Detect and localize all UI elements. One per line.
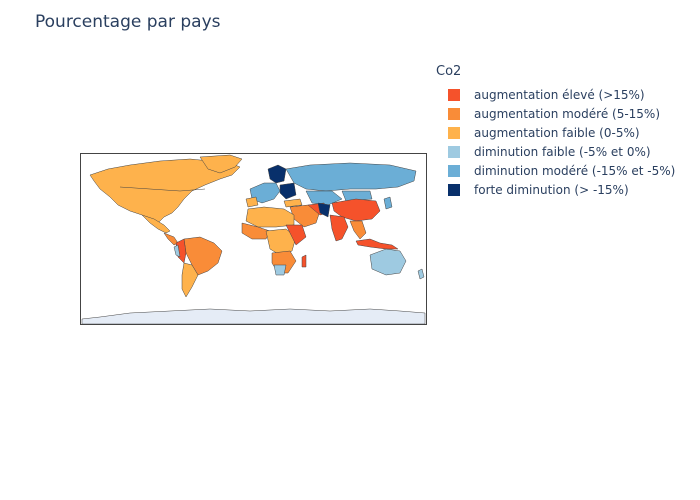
region-argentina[interactable] (181, 262, 199, 298)
region-southeast-asia[interactable] (349, 220, 367, 240)
region-east-africa[interactable] (285, 224, 307, 246)
legend-label: forte diminution (> -15%) (474, 182, 629, 197)
region-kazakhstan[interactable] (305, 190, 343, 206)
legend-label: diminution modéré (-15% et -5%) (474, 163, 676, 178)
region-central-africa[interactable] (265, 228, 297, 256)
world-map-svg[interactable] (80, 153, 427, 325)
region-mongolia[interactable] (341, 190, 373, 202)
region-brazil[interactable] (183, 236, 223, 276)
region-north-america[interactable] (89, 158, 241, 224)
region-eastern-europe[interactable] (279, 182, 297, 200)
region-australia[interactable] (369, 248, 407, 276)
region-iberia[interactable] (245, 196, 259, 208)
region-mexico[interactable] (141, 214, 171, 234)
region-canada-border (119, 186, 206, 192)
legend: Co2 augmentation élevé (>15%) augmentati… (436, 64, 686, 199)
legend-swatch (448, 88, 460, 101)
legend-label: augmentation modéré (5-15%) (474, 106, 661, 121)
legend-item-low-increase[interactable]: augmentation faible (0-5%) (448, 123, 686, 142)
region-greenland[interactable] (199, 154, 243, 174)
region-peru[interactable] (173, 244, 181, 258)
region-west-africa[interactable] (241, 222, 271, 240)
legend-label: augmentation faible (0-5%) (474, 125, 640, 140)
legend-swatch (448, 164, 460, 177)
region-india[interactable] (329, 214, 349, 242)
region-japan[interactable] (383, 196, 393, 210)
legend-swatch (448, 183, 460, 196)
legend-swatch (448, 145, 460, 158)
region-indonesia[interactable] (355, 238, 399, 250)
legend-item-moderate-increase[interactable]: augmentation modéré (5-15%) (448, 104, 686, 123)
region-turkey[interactable] (283, 198, 303, 208)
region-pakistan[interactable] (317, 202, 331, 218)
region-scandinavia[interactable] (267, 164, 287, 184)
world-map[interactable] (80, 153, 427, 325)
legend-item-moderate-decrease[interactable]: diminution modéré (-15% et -5%) (448, 161, 686, 180)
legend-swatch (448, 107, 460, 120)
region-madagascar[interactable] (301, 254, 307, 268)
legend-item-high-increase[interactable]: augmentation élevé (>15%) (448, 85, 686, 104)
legend-item-strong-decrease[interactable]: forte diminution (> -15%) (448, 180, 686, 199)
chart-title: Pourcentage par pays (35, 12, 221, 32)
legend-title: Co2 (436, 64, 462, 79)
region-russia[interactable] (285, 162, 417, 192)
region-south-africa[interactable] (273, 264, 287, 276)
legend-label: diminution faible (-5% et 0%) (474, 144, 651, 159)
legend-swatch (448, 126, 460, 139)
region-antarctica[interactable] (81, 308, 426, 325)
legend-item-low-decrease[interactable]: diminution faible (-5% et 0%) (448, 142, 686, 161)
legend-label: augmentation élevé (>15%) (474, 87, 645, 102)
region-new-zealand[interactable] (417, 268, 425, 280)
region-china[interactable] (331, 198, 381, 222)
